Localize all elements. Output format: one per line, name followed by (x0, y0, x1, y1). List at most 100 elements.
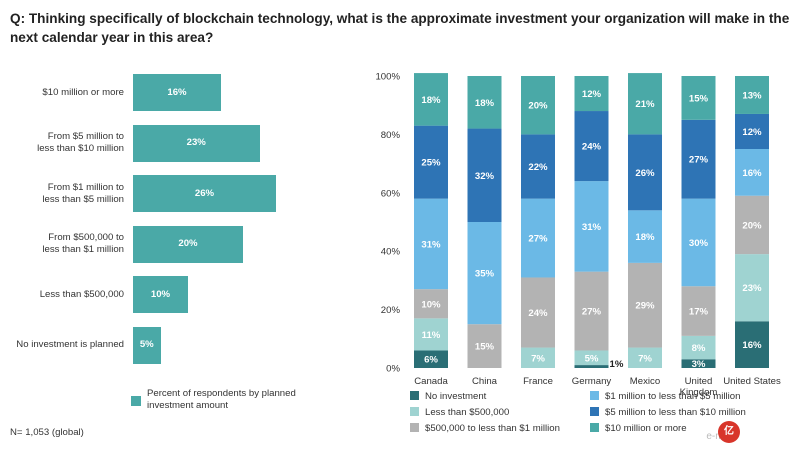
stacked-segment (681, 286, 716, 336)
segment-label: 27% (528, 234, 548, 245)
left-category-line: less than $1 million (42, 244, 124, 255)
segment-label: 32% (475, 171, 495, 182)
x-category-label: Germany (572, 376, 612, 387)
segment-label: 7% (638, 353, 652, 364)
y-tick-label: 20% (381, 305, 401, 316)
left-bar (133, 175, 276, 212)
segment-label: 12% (742, 127, 762, 138)
segment-label: 27% (689, 155, 709, 166)
segment-label: 31% (582, 222, 602, 233)
segment-label: 16% (742, 168, 762, 179)
segment-label: 11% (422, 330, 441, 341)
stacked-segment (574, 271, 609, 351)
legend-item: $1 million to less than $5 million (590, 391, 740, 402)
left-bar-value: 5% (139, 339, 154, 350)
stacked-segment (521, 76, 555, 135)
stacked-segment (735, 149, 769, 196)
left-bar (133, 326, 161, 364)
stacked-segment (735, 254, 769, 322)
legend-label: $10 million or more (605, 423, 687, 434)
segment-label: 18% (421, 95, 441, 106)
y-tick-label: 80% (381, 130, 401, 141)
legend-label: No investment (425, 391, 487, 402)
stacked-segment (735, 195, 769, 255)
left-bar (133, 276, 188, 313)
stacked-segment (681, 119, 716, 199)
segment-label: 35% (475, 269, 495, 280)
stacked-segment (681, 359, 716, 368)
left-category-label: Less than $500,000 (4, 289, 124, 301)
segment-label: 21% (635, 99, 655, 110)
left-bar (133, 124, 260, 162)
segment-label: 10% (421, 299, 441, 310)
legend-swatch (410, 423, 419, 432)
segment-label: 20% (742, 220, 762, 231)
segment-label: 5% (585, 353, 599, 364)
stacked-segment (628, 73, 662, 135)
stacked-segment (681, 198, 716, 287)
stacked-segment (628, 134, 662, 211)
segment-label: 8% (692, 343, 706, 354)
left-category-line: less than $5 million (42, 193, 124, 205)
left-bar-value: 26% (194, 187, 215, 199)
left-category-line: less than $10 million (37, 143, 124, 154)
segment-label: 17% (689, 307, 709, 318)
segment-label: 23% (742, 283, 762, 294)
segment-label: 29% (635, 301, 655, 312)
left-bar-value: 16% (167, 86, 187, 98)
left-legend-swatch (131, 396, 141, 406)
legend-label: $5 million to less than $10 million (605, 407, 746, 418)
legend-swatch (410, 407, 419, 416)
stacked-segment (681, 76, 716, 120)
logo-seal: 亿 (718, 421, 740, 443)
stacked-segment (414, 289, 448, 319)
x-category-label: Kingdom (680, 387, 718, 398)
segment-label: 18% (635, 232, 655, 243)
x-category-label: United (685, 376, 713, 387)
stacked-segment (414, 350, 448, 368)
y-tick-label: 40% (381, 247, 401, 258)
stacked-segment (467, 222, 502, 325)
segment-label: 13% (742, 90, 762, 101)
stacked-segment (467, 76, 502, 129)
stacked-segment (521, 198, 555, 278)
stacked-segment (414, 73, 448, 126)
legend-label: $500,000 to less than $1 million (425, 423, 560, 434)
left-bar (133, 225, 243, 263)
segment-label: 15% (689, 93, 709, 104)
y-tick-label: 100% (375, 72, 400, 83)
stacked-segment (681, 335, 716, 360)
y-tick-label: 0% (386, 364, 400, 375)
segment-label: 22% (528, 162, 548, 173)
left-legend-label: Percent of respondents by planned invest… (147, 388, 296, 411)
x-category-label: France (523, 376, 553, 387)
left-bar-value: 23% (186, 137, 206, 148)
legend-swatch (410, 391, 419, 400)
stacked-segment (467, 324, 502, 368)
left-category-label: From $500,000 to less than $1 million (4, 232, 124, 256)
left-bar (133, 74, 221, 111)
stacked-segment (574, 181, 609, 272)
stacked-segment (414, 318, 448, 351)
stacked-segment (521, 134, 555, 199)
segment-label: 20% (528, 101, 548, 112)
segment-label: 25% (421, 158, 441, 169)
y-tick-label: 60% (381, 188, 401, 199)
stacked-segment (521, 347, 555, 368)
legend-label: Less than $500,000 (425, 407, 510, 418)
segment-label: 6% (424, 355, 438, 366)
legend-swatch (590, 391, 599, 400)
stacked-segment (414, 125, 448, 199)
left-bar-value: 20% (178, 238, 198, 249)
left-category-label: From $1 million to less than $5 million (4, 182, 124, 206)
stacked-segment (574, 76, 609, 112)
segment-label: 3% (692, 359, 706, 370)
segment-label: 1% (610, 359, 624, 370)
legend-swatch (590, 407, 599, 416)
stacked-chart-svg: 0% 20% 40% 60% 80% 100% 6% 11% 10% 31% 25% 18% Canad… (375, 72, 781, 399)
left-category-label: From $5 million to less than $10 million (4, 131, 124, 155)
left-category-line: $10 million or more (42, 86, 124, 98)
sample-note: N= 1,053 (global) (10, 427, 84, 438)
legend-item: No investment (410, 391, 486, 402)
stacked-segment (574, 111, 609, 182)
